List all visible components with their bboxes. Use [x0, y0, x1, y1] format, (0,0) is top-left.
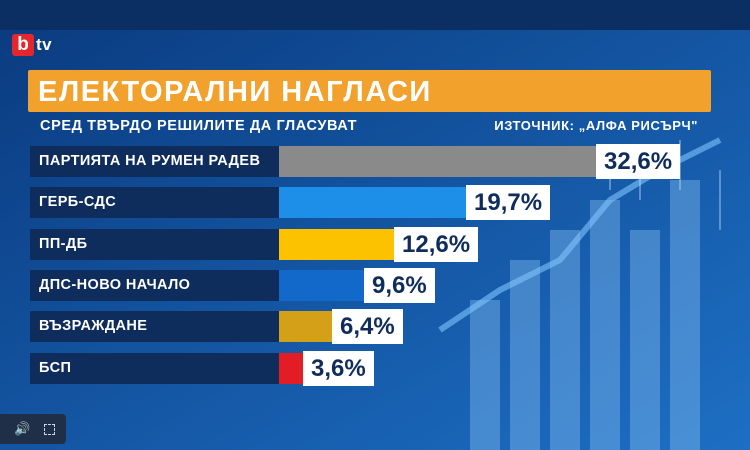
bar [279, 187, 478, 218]
category-label: ДПС-НОВО НАЧАЛО [30, 270, 279, 301]
bar [279, 229, 406, 260]
bar [279, 146, 608, 177]
fullscreen-icon[interactable] [44, 423, 56, 435]
chart-subtitle: СРЕД ТВЪРДО РЕШИЛИТЕ ДА ГЛАСУВАТ [40, 118, 358, 134]
logo-letter: b [12, 34, 34, 56]
bar [279, 270, 376, 301]
category-label: ПП-ДБ [30, 229, 279, 260]
value-label: 19,7% [466, 185, 551, 220]
value-label: 32,6% [596, 144, 681, 179]
category-label: ВЪЗРАЖДАНЕ [30, 311, 279, 342]
category-label: ПАРТИЯТА НА РУМЕН РАДЕВ [30, 146, 279, 177]
category-label: ГЕРБ-СДС [30, 187, 279, 218]
speaker-icon[interactable]: 🔊 [14, 421, 31, 436]
btv-logo: b tv [12, 34, 52, 56]
player-controls: 🔊 [0, 414, 66, 444]
category-label: БСП [30, 353, 279, 384]
value-label: 3,6% [303, 351, 374, 386]
value-label: 9,6% [364, 268, 435, 303]
value-label: 6,4% [332, 309, 403, 344]
logo-suffix: tv [36, 35, 53, 54]
chart-title: ЕЛЕКТОРАЛНИ НАГЛАСИ [38, 76, 432, 108]
source-note: ИЗТОЧНИК: „АЛФА РИСЪРЧ" [494, 118, 698, 133]
title-bar [28, 70, 711, 112]
value-label: 12,6% [394, 227, 479, 262]
